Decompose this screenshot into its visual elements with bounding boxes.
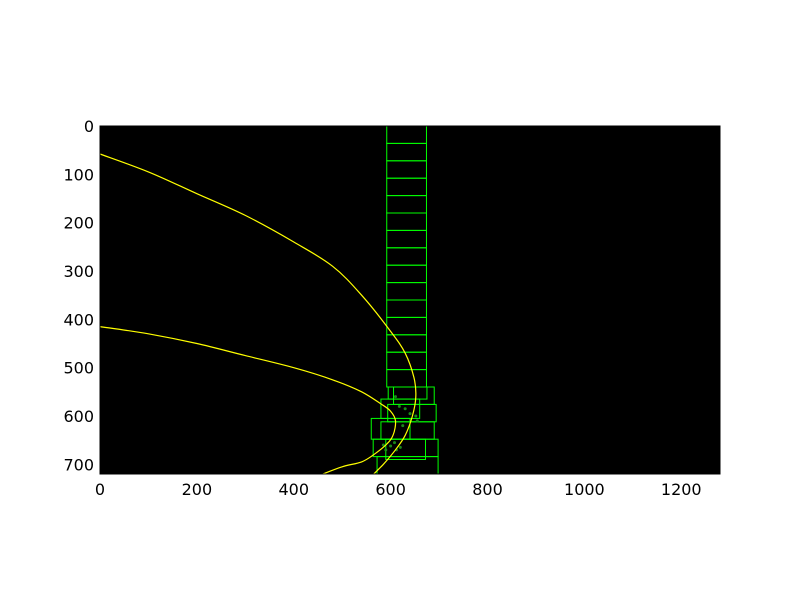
lane-pixel-point [381,443,385,447]
lane-pixel-point [403,407,407,411]
lane-points-layer [381,395,419,452]
lane-pixel-point [401,424,405,428]
y-tick-label: 400 [63,310,94,329]
y-tick-label: 500 [63,359,94,378]
lane-pixel-point [384,448,388,452]
x-tick-label: 1200 [661,480,702,499]
y-tick-label: 300 [63,262,94,281]
y-axis: 0 100 200 300 400 500 600 700 [63,117,720,474]
x-tick-label: 0 [95,480,105,499]
x-tick-label: 200 [182,480,213,499]
x-tick-label: 400 [278,480,309,499]
lane-pixel-point [389,444,393,448]
y-tick-label: 700 [63,455,94,474]
lane-pixel-point [408,412,412,416]
lane-pixel-point [397,404,401,408]
lane-pixel-point [414,414,418,418]
fitted-curve-2 [99,153,417,475]
plot-frame [99,125,721,475]
curves-layer [99,153,417,475]
lane-pixel-point [415,419,419,423]
x-tick-label: 800 [472,480,503,499]
x-axis: 0 200 400 600 800 1000 1200 [95,126,702,499]
lane-pixel-point [398,445,402,449]
y-tick-label: 200 [63,214,94,233]
fitted-curve-1 [99,326,397,475]
y-tick-label: 600 [63,407,94,426]
x-tick-label: 1000 [564,480,605,499]
y-tick-label: 0 [84,117,94,136]
y-tick-label: 100 [63,165,94,184]
x-tick-label: 600 [375,480,406,499]
lane-pixel-point [393,441,396,445]
lane-pixel-point [393,395,397,399]
